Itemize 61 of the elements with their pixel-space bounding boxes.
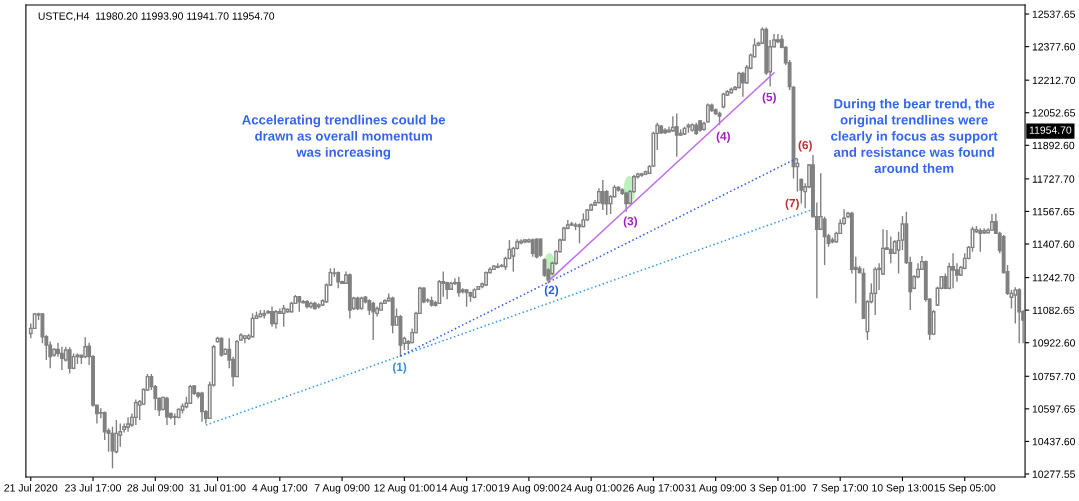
y-tick-label: 11727.70 [1032, 175, 1075, 183]
y-tick-label: 10922.60 [1032, 339, 1076, 347]
annotation: During the bear trend, the original trendlines were clearly in focus as support and resistance was found around them [831, 98, 998, 173]
candlestick [437, 279, 442, 305]
annotation: (1) [392, 362, 407, 374]
candlestick [1017, 287, 1022, 344]
x-tick-label: 7 Aug 09:00 [314, 484, 370, 494]
candlestick [126, 416, 130, 433]
y-tick-label: 10437.60 [1032, 437, 1076, 446]
y-tick-label: 11082.65 [1032, 306, 1075, 315]
candlestick [83, 336, 88, 360]
candlestick [165, 396, 169, 426]
annotation: (4) [716, 131, 730, 143]
annotation: (6) [798, 140, 812, 152]
annotation: (3) [623, 216, 638, 228]
y-tick-label: 12052.65 [1032, 109, 1075, 117]
x-tick-label: 24 Aug 01:00 [560, 484, 622, 494]
x-tick-label: 21 Jul 2020 [4, 483, 58, 492]
x-tick-label: 7 Sep 17:00 [812, 484, 868, 494]
candlestick [775, 33, 780, 44]
x-tick-label: 19 Aug 09:00 [498, 484, 560, 494]
text: 11954.70 [1029, 126, 1072, 134]
y-tick-label: 11892.60 [1032, 141, 1075, 150]
annotation: Accelerating trendlines could be drawn as overall momentum was increasing [242, 114, 446, 160]
y-tick-label: 11242.70 [1032, 274, 1075, 282]
y-tick-label: 10277.55 [1032, 470, 1075, 478]
y-tick-label: 12212.70 [1032, 76, 1076, 85]
x-tick-label: 15 Sep 05:00 [934, 484, 996, 494]
x-tick-label: 14 Aug 17:00 [436, 484, 497, 494]
y-tick-label: 10597.65 [1032, 405, 1075, 413]
y-tick-label: 12537.65 [1032, 10, 1075, 18]
x-tick-label: 26 Aug 17:00 [623, 484, 684, 494]
candlestick [456, 276, 461, 298]
text: USTEC,H4 11980.20 11993.90 11941.70 11954.70 [38, 12, 275, 21]
candlestick [822, 215, 827, 266]
candlestick [951, 252, 955, 289]
x-tick-label: 3 Sep 01:00 [750, 484, 806, 494]
candlestick [577, 222, 582, 245]
candlestick [674, 112, 679, 158]
candlestick [200, 390, 204, 423]
candlestick [273, 309, 278, 330]
candlestick [270, 305, 274, 328]
x-tick-label: 12 Aug 01:00 [374, 484, 435, 494]
x-tick-label: 4 Aug 17:00 [252, 484, 308, 494]
x-tick-label: 31 Jul 01:00 [189, 483, 246, 492]
annotation: (5) [762, 92, 776, 104]
candlestick [534, 237, 539, 260]
candlestick [59, 346, 64, 371]
x-tick-label: 28 Jul 09:00 [127, 483, 184, 492]
x-tick-label: 10 Sep 13:00 [872, 484, 934, 494]
y-tick-label: 10757.70 [1032, 372, 1076, 381]
annotation: (7) [785, 198, 799, 210]
candlestick [1013, 286, 1018, 325]
y-tick-label: 11407.60 [1032, 240, 1075, 248]
x-tick-label: 31 Aug 09:00 [685, 484, 746, 494]
y-tick-label: 12377.60 [1032, 43, 1076, 51]
annotation: (2) [544, 285, 559, 297]
x-tick-label: 23 Jul 17:00 [65, 483, 121, 492]
y-tick-label: 11567.65 [1032, 207, 1075, 216]
candlestick [40, 312, 45, 344]
candlestick [888, 235, 893, 264]
